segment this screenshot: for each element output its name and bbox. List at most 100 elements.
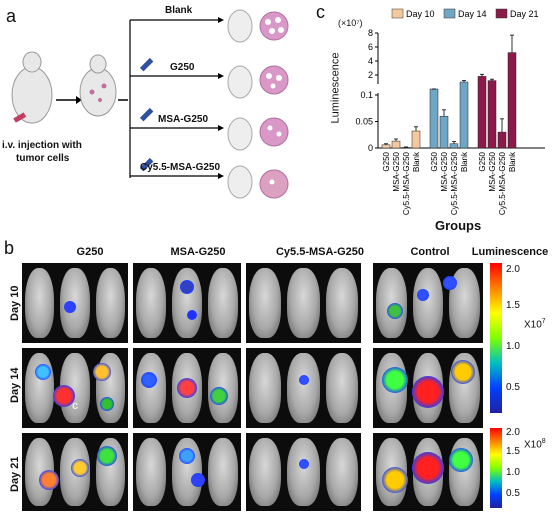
- x-tick-label: MSA-G250: [392, 151, 401, 191]
- luminescence-signal: [298, 459, 309, 470]
- x-tick-label: G250: [382, 151, 391, 171]
- lung-tissue-illustrations: [259, 11, 289, 199]
- bar: [391, 140, 401, 149]
- luminescence-signal: [38, 469, 59, 490]
- treatment-label-msa-g250: MSA-G250: [158, 114, 209, 125]
- bar: [507, 52, 517, 149]
- colorbar-2-tick-0.5: 0.5: [506, 488, 520, 499]
- legend-label: Day 10: [406, 9, 435, 19]
- column-header-msa-g250: MSA-G250: [170, 246, 226, 258]
- bar: [381, 144, 391, 149]
- mouse-body: [249, 268, 282, 338]
- legend-swatch: [495, 8, 508, 19]
- x-tick-label: Blank: [508, 151, 517, 172]
- luminescence-signal: [63, 301, 76, 313]
- row-header-day14: Day 14: [9, 367, 21, 403]
- injection-label-2: tumor cells: [16, 153, 70, 164]
- luminescence-signal: [382, 466, 408, 493]
- mouse-body: [249, 353, 282, 423]
- mouse-body: [325, 353, 358, 423]
- mouse-body: [136, 353, 166, 423]
- colorbar-1-tick-1.5: 1.5: [506, 300, 520, 311]
- luminescence-signal: [190, 472, 205, 487]
- legend-label: Day 14: [458, 9, 487, 19]
- colorbar-1-unit-text: X10: [524, 319, 542, 331]
- mouse-image-panel: [373, 348, 483, 428]
- mouse-body: [172, 268, 202, 338]
- mouse-body: [95, 268, 125, 338]
- legend-label: Day 21: [510, 9, 539, 19]
- luminescence-signal: [210, 387, 229, 405]
- luminescence-signal: [298, 375, 309, 385]
- y-tick-label: 4: [368, 56, 373, 66]
- y-tick-label: 8: [368, 28, 373, 38]
- mouse-image-panel: [133, 348, 241, 428]
- row-header-day21: Day 21: [9, 456, 21, 492]
- mouse-image-panel: [22, 263, 128, 343]
- mouse-body: [136, 268, 166, 338]
- x-tick-label: G250: [478, 151, 487, 171]
- row-header-day10: Day 10: [9, 285, 21, 321]
- treated-mouse-illustrations: [227, 9, 253, 199]
- mouse-body: [208, 438, 238, 506]
- colorbar-title: Luminescence: [471, 246, 549, 258]
- luminescence-signal: [177, 378, 197, 398]
- x-tick-label: Cy5.5-MSA-G250: [498, 151, 507, 215]
- mouse-image-panel: [246, 263, 361, 343]
- mouse-image-panel: [373, 433, 483, 511]
- luminescence-signal: [53, 385, 76, 407]
- mouse-body: [25, 268, 55, 338]
- mouse-image-panel: [246, 433, 361, 511]
- bar: [487, 80, 497, 149]
- bar: [497, 131, 507, 149]
- x-tick-label: MSA-G250: [440, 151, 449, 191]
- colorbar-2-unit: X108: [524, 438, 546, 450]
- luminescence-signal: [96, 446, 117, 467]
- x-tick-label: Blank: [460, 151, 469, 172]
- mouse-image-panel: [373, 263, 483, 343]
- luminescence-signal: [187, 310, 198, 320]
- treatment-label-cy55-msa-g250: Cy5.5-MSA-G250: [140, 162, 221, 173]
- mouse-body: [287, 268, 320, 338]
- panel-a-letter: a: [6, 6, 17, 26]
- column-header-cy55-msa-g250: Cy5.5-MSA-G250: [275, 246, 365, 258]
- y-tick-label: 0.05: [355, 117, 373, 127]
- treatment-label-blank: Blank: [165, 5, 193, 16]
- luminescence-signal: [179, 448, 195, 465]
- treatment-label-g250: G250: [170, 62, 195, 73]
- mouse-body: [287, 438, 320, 506]
- mouse-body: [325, 268, 358, 338]
- colorbar-1-tick-2.0: 2.0: [506, 264, 520, 275]
- colorbar-1: [490, 263, 502, 413]
- luminescence-signal: [92, 363, 111, 381]
- injection-label-1: i.v. injection with: [2, 140, 82, 151]
- syringe-icon: [139, 57, 154, 172]
- x-tick-label: G250: [430, 151, 439, 171]
- mouse-body: [136, 438, 166, 506]
- colorbar-1-unit: X107: [524, 318, 546, 330]
- mouse-body: [208, 268, 238, 338]
- y-tick-label: 2: [368, 70, 373, 80]
- column-header-control: Control: [410, 246, 450, 258]
- bar: [411, 130, 421, 149]
- luminescence-signal: [412, 376, 444, 408]
- luminescence-signal: [35, 364, 52, 380]
- mouse-body: [287, 353, 320, 423]
- colorbar-1-exponent: 7: [541, 318, 546, 325]
- chart-xlabel: Groups: [435, 218, 482, 233]
- x-tick-label: MSA-G250: [488, 151, 497, 191]
- colorbar-2-tick-2.0: 2.0: [506, 427, 520, 438]
- bar: [459, 81, 469, 149]
- panel-c-letter: c: [316, 2, 325, 22]
- luminescence-signal: [99, 397, 114, 411]
- colorbar-2-exponent: 8: [541, 438, 546, 445]
- bar: [439, 115, 449, 149]
- bar: [429, 88, 439, 149]
- luminescence-signal: [416, 289, 429, 301]
- bar: [477, 76, 487, 149]
- mouse-image-panel: [246, 348, 361, 428]
- colorbar-2-tick-1.5: 1.5: [506, 446, 520, 457]
- colorbar-1-tick-0.5: 0.5: [506, 382, 520, 393]
- colorbar-2: [490, 428, 502, 508]
